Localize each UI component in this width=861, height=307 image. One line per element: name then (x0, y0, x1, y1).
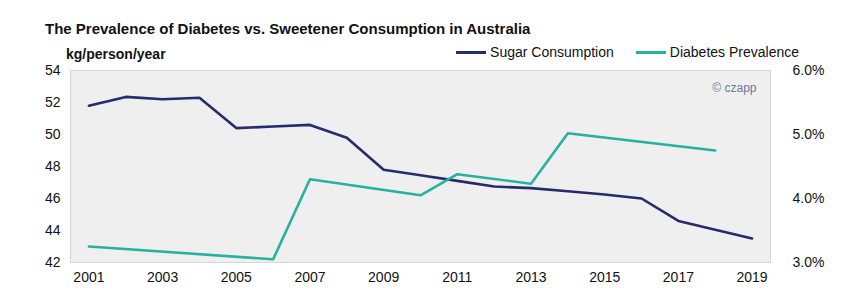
svg-text:© czapp: © czapp (712, 81, 757, 95)
svg-text:44: 44 (45, 222, 61, 238)
svg-text:2005: 2005 (221, 269, 252, 285)
svg-text:46: 46 (45, 190, 61, 206)
svg-text:2001: 2001 (73, 269, 104, 285)
svg-text:2009: 2009 (368, 269, 399, 285)
html-text:Diabetes Prevalence: Diabetes Prevalence (669, 44, 799, 60)
svg-text:2003: 2003 (147, 269, 178, 285)
svg-text:4.0%: 4.0% (793, 190, 825, 206)
svg-text:52: 52 (45, 94, 61, 110)
svg-text:2011: 2011 (442, 269, 472, 285)
svg-text:2007: 2007 (294, 269, 325, 285)
svg-text:42: 42 (45, 254, 61, 270)
html-text:Sugar Consumption: Sugar Consumption (490, 44, 614, 60)
svg-text:2013: 2013 (515, 269, 546, 285)
svg-text:5.0%: 5.0% (793, 126, 825, 142)
svg-text:3.0%: 3.0% (793, 254, 825, 270)
svg-text:48: 48 (45, 158, 61, 174)
svg-text:54: 54 (45, 62, 61, 78)
svg-text:2017: 2017 (663, 269, 694, 285)
svg-text:2019: 2019 (737, 269, 768, 285)
svg-text:6.0%: 6.0% (793, 62, 825, 78)
html-text:kg/person/year: kg/person/year (66, 46, 166, 62)
svg-text:50: 50 (45, 126, 61, 142)
svg-text:2015: 2015 (589, 269, 620, 285)
html-text:The Prevalence of Diabetes vs.: The Prevalence of Diabetes vs. Sweetener… (45, 20, 531, 37)
